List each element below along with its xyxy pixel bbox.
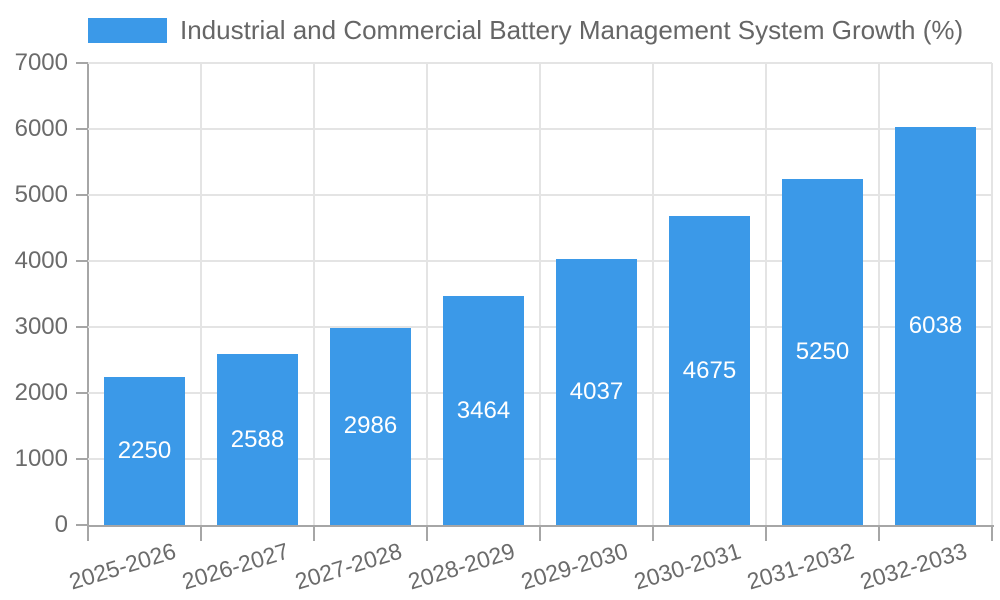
v-gridline: [991, 63, 993, 525]
v-gridline: [426, 63, 428, 525]
y-tick-label: 5000: [14, 181, 68, 208]
v-gridline: [313, 63, 315, 525]
x-tick-label: 2029-2030: [517, 537, 631, 595]
y-tick-label: 6000: [14, 115, 68, 142]
plot-area: 2250 2588 2986 3464 4037 4675 5250 6038: [88, 62, 993, 525]
legend-item[interactable]: Industrial and Commercial Battery Manage…: [88, 16, 963, 44]
y-axis-line: [87, 63, 89, 527]
bar-value-label: 6038: [908, 311, 963, 339]
bar-value-label: 2986: [343, 412, 398, 440]
y-tick-mark: [76, 326, 88, 328]
x-tick-mark: [878, 527, 880, 541]
v-gridline: [652, 63, 654, 525]
bar[interactable]: 2250: [104, 376, 185, 525]
bar-value-label: 4675: [682, 356, 737, 384]
y-tick-label: 7000: [14, 49, 68, 76]
y-tick-mark: [76, 458, 88, 460]
y-tick-label: 2000: [14, 379, 68, 406]
bar-value-label: 2588: [230, 425, 285, 453]
bar-value-label: 2250: [117, 436, 172, 464]
v-gridline: [539, 63, 541, 525]
v-gridline: [878, 63, 880, 525]
x-tick-label: 2030-2031: [630, 537, 744, 595]
x-tick-label: 2026-2027: [178, 537, 292, 595]
x-tick-label: 2032-2033: [856, 537, 970, 595]
x-tick-mark: [539, 527, 541, 541]
bar[interactable]: 2986: [330, 327, 411, 525]
bar[interactable]: 4037: [556, 258, 637, 525]
bar-value-label: 5250: [795, 337, 850, 365]
x-axis-line: [87, 525, 994, 527]
bar[interactable]: 4675: [669, 216, 750, 525]
v-gridline: [765, 63, 767, 525]
y-tick-mark: [76, 194, 88, 196]
y-tick-mark: [76, 524, 88, 526]
bar[interactable]: 3464: [443, 296, 524, 525]
x-tick-mark: [652, 527, 654, 541]
x-tick-mark: [87, 527, 89, 541]
y-tick-mark: [76, 260, 88, 262]
legend-swatch[interactable]: [88, 17, 167, 43]
bar[interactable]: 2588: [217, 354, 298, 525]
x-tick-mark: [313, 527, 315, 541]
bar[interactable]: 5250: [782, 178, 863, 525]
bar-value-label: 4037: [569, 377, 624, 405]
y-tick-mark: [76, 128, 88, 130]
y-tick-label: 3000: [14, 313, 68, 340]
legend-label: Industrial and Commercial Battery Manage…: [180, 15, 964, 45]
y-tick-label: 4000: [14, 247, 68, 274]
x-tick-label: 2028-2029: [404, 537, 518, 595]
x-tick-mark: [991, 527, 993, 541]
bar-value-label: 3464: [456, 396, 511, 424]
x-tick-mark: [426, 527, 428, 541]
bar[interactable]: 6038: [895, 126, 976, 525]
x-tick-label: 2025-2026: [65, 537, 179, 595]
y-tick-label: 0: [54, 511, 68, 538]
x-tick-label: 2031-2032: [743, 537, 857, 595]
x-tick-label: 2027-2028: [291, 537, 405, 595]
y-tick-label: 1000: [14, 445, 68, 472]
v-gridline: [200, 63, 202, 525]
y-tick-mark: [76, 62, 88, 64]
x-tick-mark: [765, 527, 767, 541]
x-tick-mark: [200, 527, 202, 541]
y-tick-mark: [76, 392, 88, 394]
